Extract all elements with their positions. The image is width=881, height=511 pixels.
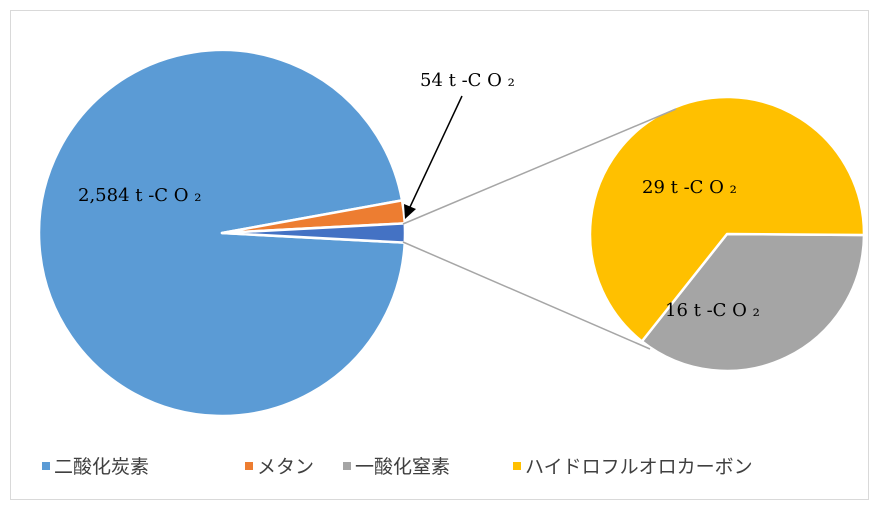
legend-marker-hfc [513,462,521,470]
legend-label-hfc: ハイドロフルオロカーボン [525,456,753,478]
data-label-methane: 54 t -C O ₂ [420,70,515,91]
connector-line-top [402,108,677,225]
methane-label-arrow [404,95,463,219]
primary-pie [37,48,407,418]
connector-lines [402,108,677,350]
legend-label-co2: 二酸化炭素 [54,456,149,478]
legend-marker-co2 [42,462,50,470]
data-label-co2: 2,584 t -C O ₂ [78,185,201,206]
pie-slice-hfc [588,95,866,343]
legend-marker-n2o [343,462,351,470]
legend: 二酸化炭素 メタン 一酸化窒素 ハイドロフルオロカーボン [42,456,753,478]
secondary-pie [588,95,866,373]
legend-marker-methane [245,462,253,470]
connector-line-bottom [402,241,651,350]
legend-label-n2o: 一酸化窒素 [355,456,450,478]
data-label-n2o: 16 t -C O ₂ [665,300,760,321]
pie-slice-n2o [640,232,866,373]
data-label-hfc: 29 t -C O ₂ [642,177,737,198]
legend-label-methane: メタン [257,456,314,478]
